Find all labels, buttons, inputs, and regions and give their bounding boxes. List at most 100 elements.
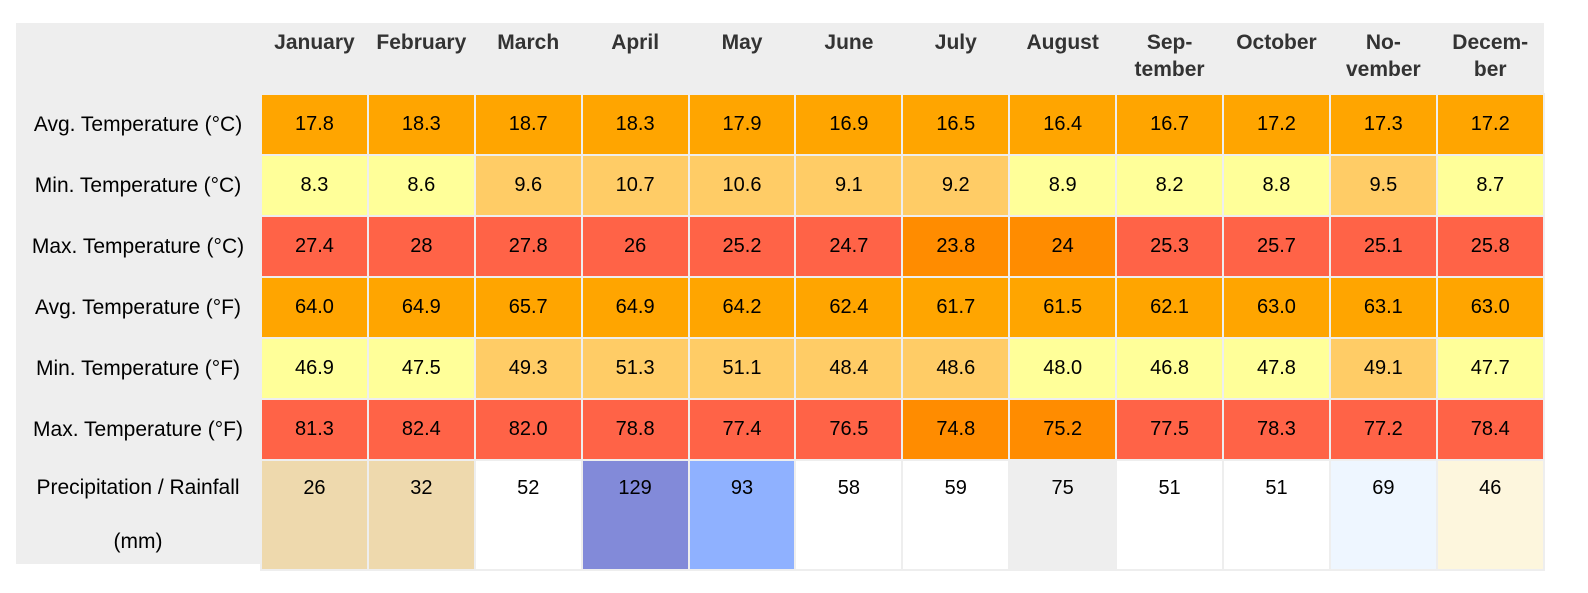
table-row: Min. Temperature (°C) 8.3 8.6 9.6 10.7 10.6 9.…: [16, 154, 1545, 217]
value-cell: 65.7: [473, 276, 583, 339]
value-cell: 81.3: [260, 398, 369, 461]
table-row: Max. Temperature (°C) 27.4 28 27.8 26 25.2 24.…: [16, 215, 1545, 278]
precipitation-cell: 51: [1115, 459, 1225, 571]
value-cell: 27.8: [473, 215, 583, 278]
value-cell: 46.9: [260, 337, 369, 400]
value-cell: 16.4: [1008, 93, 1118, 156]
row-label: Avg. Temperature (°C): [33, 112, 243, 136]
value-cell: 47.7: [1435, 337, 1545, 400]
value-cell: 25.3: [1115, 215, 1225, 278]
value-cell: 78.3: [1222, 398, 1331, 461]
value-cell: 23.8: [901, 215, 1011, 278]
month-header: August: [1026, 31, 1099, 54]
value-cell: 17.2: [1435, 93, 1545, 156]
precipitation-cell: 51: [1222, 459, 1331, 571]
climate-table: January February March April May June July Augu…: [16, 23, 1545, 571]
value-cell: 8.6: [366, 154, 476, 217]
value-cell: 76.5: [794, 398, 904, 461]
table-row: Avg. Temperature (°F) 64.0 64.9 65.7 64.9 64.…: [16, 276, 1545, 339]
value-cell: 63.0: [1435, 276, 1545, 339]
month-header: Decem- ber: [1452, 31, 1529, 81]
value-cell: 77.4: [687, 398, 797, 461]
table-body: Avg. Temperature (°C) 17.8 18.3 18.7 18.3 17.…: [16, 93, 1545, 571]
value-cell: 64.9: [366, 276, 476, 339]
precipitation-cell: 46: [1435, 459, 1545, 571]
month-header: Sep- tember: [1134, 31, 1205, 81]
value-cell: 16.9: [794, 93, 904, 156]
value-cell: 27.4: [260, 215, 369, 278]
corner-cell: [16, 23, 261, 94]
value-cell: 8.7: [1435, 154, 1545, 217]
value-cell: 75.2: [1008, 398, 1118, 461]
value-cell: 8.8: [1222, 154, 1331, 217]
value-cell: 10.7: [580, 154, 690, 217]
value-cell: 77.5: [1115, 398, 1225, 461]
value-cell: 49.1: [1328, 337, 1438, 400]
value-cell: 25.2: [687, 215, 797, 278]
value-cell: 26: [580, 215, 690, 278]
value-cell: 47.8: [1222, 337, 1331, 400]
value-cell: 64.0: [260, 276, 369, 339]
value-cell: 48.0: [1008, 337, 1118, 400]
month-header: July: [934, 31, 977, 54]
value-cell: 17.8: [260, 93, 369, 156]
value-cell: 63.0: [1222, 276, 1331, 339]
value-cell: 18.3: [366, 93, 476, 156]
precipitation-cell: 75: [1008, 459, 1118, 571]
value-cell: 8.9: [1008, 154, 1118, 217]
row-label: Max. Temperature (°C): [31, 234, 245, 258]
month-header: April: [611, 31, 660, 54]
value-cell: 49.3: [473, 337, 583, 400]
value-cell: 64.2: [687, 276, 797, 339]
value-cell: 64.9: [580, 276, 690, 339]
value-cell: 8.3: [260, 154, 369, 217]
precipitation-cell: 58: [794, 459, 904, 571]
value-cell: 8.2: [1115, 154, 1225, 217]
value-cell: 24: [1008, 215, 1118, 278]
value-cell: 28: [366, 215, 476, 278]
value-cell: 48.4: [794, 337, 904, 400]
value-cell: 78.8: [580, 398, 690, 461]
table-row: Max. Temperature (°F) 81.3 82.4 82.0 78.8 77.…: [16, 398, 1545, 461]
value-cell: 25.8: [1435, 215, 1545, 278]
value-cell: 16.5: [901, 93, 1011, 156]
value-cell: 9.2: [901, 154, 1011, 217]
month-header: No- vember: [1345, 31, 1421, 81]
value-cell: 25.7: [1222, 215, 1331, 278]
precipitation-cell: 26: [260, 459, 369, 571]
table-header: January February March April May June July Augu…: [16, 23, 1544, 94]
precipitation-cell: 129: [580, 459, 690, 571]
value-cell: 9.6: [473, 154, 583, 217]
table-row: Min. Temperature (°F) 46.9 47.5 49.3 51.3 51.…: [16, 337, 1545, 400]
value-cell: 24.7: [794, 215, 904, 278]
value-cell: 62.1: [1115, 276, 1225, 339]
precipitation-row: Precipitation / Rainfall (mm) 26 32 52 129 93…: [16, 459, 1545, 571]
row-label: Precipitation / Rainfall (mm): [36, 476, 240, 553]
value-cell: 74.8: [901, 398, 1011, 461]
precipitation-cell: 52: [473, 459, 583, 571]
precipitation-cell: 69: [1328, 459, 1438, 571]
row-label: Max. Temperature (°F): [33, 417, 243, 441]
precipitation-cell: 93: [687, 459, 797, 571]
value-cell: 46.8: [1115, 337, 1225, 400]
value-cell: 17.2: [1222, 93, 1331, 156]
precipitation-cell: 32: [366, 459, 476, 571]
value-cell: 25.1: [1328, 215, 1438, 278]
row-label: Avg. Temperature (°F): [34, 295, 242, 319]
value-cell: 48.6: [901, 337, 1011, 400]
month-header: January: [274, 31, 355, 54]
month-header: March: [497, 31, 560, 54]
table-row: Avg. Temperature (°C) 17.8 18.3 18.7 18.3 17.…: [16, 93, 1545, 156]
month-header: October: [1236, 31, 1317, 54]
value-cell: 16.7: [1115, 93, 1225, 156]
month-header: February: [376, 31, 467, 54]
month-header: May: [721, 31, 763, 54]
value-cell: 51.3: [580, 337, 690, 400]
value-cell: 77.2: [1328, 398, 1438, 461]
value-cell: 78.4: [1435, 398, 1545, 461]
value-cell: 10.6: [687, 154, 797, 217]
value-cell: 17.9: [687, 93, 797, 156]
value-cell: 9.5: [1328, 154, 1438, 217]
value-cell: 82.4: [366, 398, 476, 461]
value-cell: 61.7: [901, 276, 1011, 339]
